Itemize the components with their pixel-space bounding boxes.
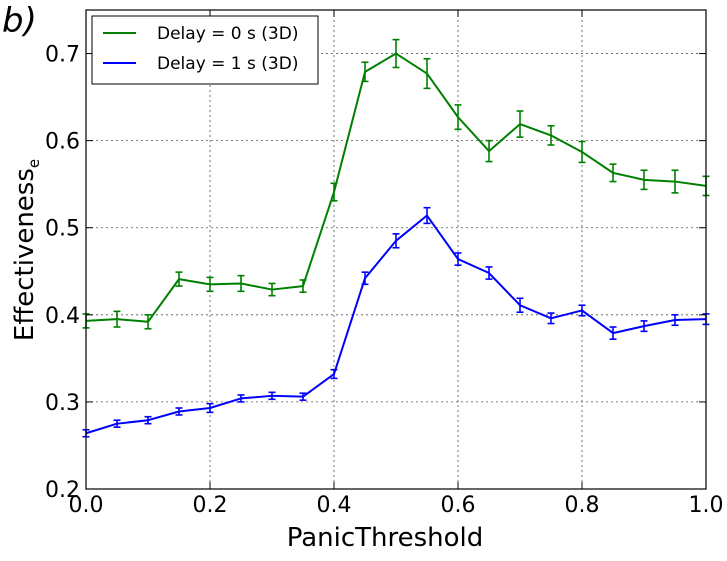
x-tick-label: 0.4 (317, 493, 352, 518)
panel-label: b) (2, 1, 37, 41)
legend-label-delay-0: Delay = 0 s (3D) (157, 24, 298, 44)
x-tick-label: 0.8 (565, 493, 600, 518)
plot-frame (85, 9, 707, 490)
y-tick-label: 0.7 (45, 43, 80, 68)
y-tick-label: 0.6 (45, 130, 80, 155)
y-tick-label: 0.4 (45, 304, 80, 329)
y-tick-label: 0.2 (45, 478, 80, 503)
y-axis-label-subscript: e (25, 159, 43, 168)
ticks: 0.0 0.2 0.4 0.6 0.8 1.00.20.30.40.50.60.7 (45, 10, 724, 518)
legend-box (91, 15, 319, 85)
series-layer (82, 38, 710, 438)
y-tick-label: 0.3 (45, 391, 80, 416)
legend: Delay = 0 s (3D) Delay = 1 s (3D) (91, 15, 319, 85)
y-axis-label-main: Effectiveness (10, 168, 40, 341)
y-tick-label: 0.5 (45, 217, 80, 242)
x-tick-label: 0.2 (193, 493, 228, 518)
x-tick-label: 0.0 (69, 493, 104, 518)
x-tick-label: 0.6 (441, 493, 476, 518)
legend-label-delay-1: Delay = 1 s (3D) (157, 54, 298, 74)
x-axis-label: PanicThreshold (287, 523, 484, 553)
y-axis-label: Effectivenesse (10, 159, 43, 341)
series-1 (82, 206, 710, 438)
x-tick-label: 1.0 (689, 493, 724, 518)
